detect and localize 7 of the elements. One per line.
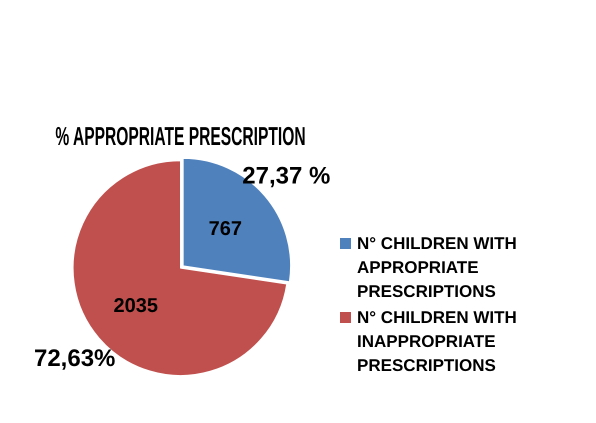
text: 27,37 %: [242, 162, 330, 190]
data-label: 2035: [113, 295, 158, 318]
data-label: 767: [208, 218, 242, 240]
legend-label: N° CHILDREN WITH INAPPROPRIATE PRESCRIPTIONS: [357, 307, 518, 377]
text: 72,63%: [34, 344, 116, 372]
chart-title: % APPROPRIATE PRESCRIPTION: [55, 122, 306, 151]
legend-label: N° CHILDREN WITH APPROPRIATE PRESCRIPTIONS: [357, 233, 518, 303]
